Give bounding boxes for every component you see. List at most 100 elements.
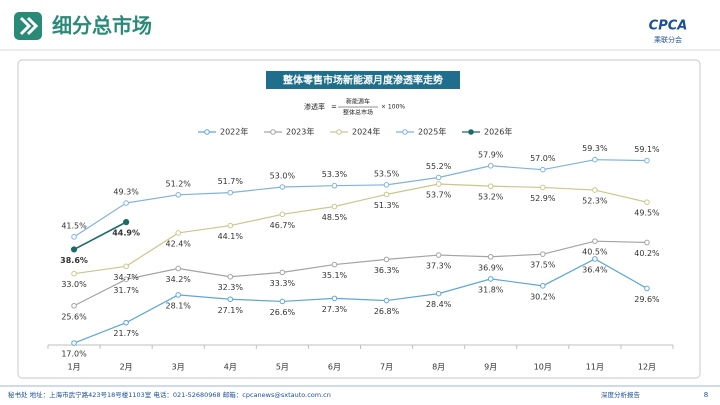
data-point [227,189,234,196]
value-label: 49.3% [113,188,139,197]
value-label: 33.0% [61,280,87,289]
data-point [644,285,650,292]
value-label: 52.3% [582,197,608,206]
title-bar [266,71,460,89]
data-point [175,192,182,198]
x-tick-label: 9月 [484,363,497,372]
data-point [644,157,650,164]
data-point [539,283,546,289]
x-tick-label: 7月 [380,363,393,372]
data-point [539,184,546,191]
legend-marker [336,129,342,135]
data-point [123,319,129,326]
data-point [435,252,442,258]
x-tick-label: 2月 [120,363,133,372]
chart-title: 整体零售市场新能源月度渗透率走势 [282,74,443,87]
value-label: 49.5% [634,209,660,218]
value-label: 27.1% [218,306,244,315]
legend-marker [270,129,276,135]
value-label: 29.6% [634,295,660,304]
data-point [487,183,494,189]
data-point [592,256,598,262]
data-point [227,296,234,303]
legend-label: 2026年 [484,127,512,137]
value-label: 53.2% [478,193,504,202]
legend-label: 2025年 [418,127,446,137]
value-label: 36.3% [374,266,400,275]
value-label: 40.2% [634,249,660,258]
header-title: 细分总市场 [52,14,152,38]
data-point [279,184,286,190]
value-label: 37.5% [530,261,556,270]
data-point [227,222,234,229]
data-point [331,182,338,189]
data-point [70,246,78,253]
value-label: 26.6% [270,308,296,317]
value-label: 27.3% [322,305,348,314]
x-tick-label: 6月 [328,363,341,372]
data-point [487,253,494,260]
formula-lhs: 渗透率 [304,102,325,111]
footer-address: 秘书处 地址：上海市武宁路423号18号楼1103室 电话：021-526809… [8,390,331,399]
value-label: 57.9% [478,150,504,159]
value-label: 51.7% [218,177,244,186]
data-point [644,199,650,205]
data-point [435,181,442,187]
value-label: 59.3% [582,144,608,153]
footer-report: 深度分析报告 [601,390,641,399]
data-point [592,238,598,244]
value-label: 36.9% [478,263,504,272]
data-point [487,276,494,282]
series-line [73,159,647,238]
data-point [175,230,182,236]
legend-label: 2023年 [286,127,314,137]
legend-label: 2022年 [220,127,248,137]
data-point [383,191,390,198]
chart-frame [17,59,701,379]
value-label: 33.3% [270,279,296,288]
series-line [73,221,127,251]
data-point [123,219,130,226]
value-label: 40.5% [582,248,608,257]
value-label: 25.6% [61,312,87,321]
data-point [383,256,390,263]
value-label: 53.7% [426,190,452,199]
data-point [123,276,129,283]
value-label: 55.2% [426,162,452,171]
value-label: 44.1% [218,232,244,241]
data-point [227,273,234,280]
data-point [175,292,182,298]
data-point [592,187,598,193]
x-tick-label: 1月 [67,363,80,372]
data-point [279,211,286,218]
x-tick-label: 10月 [534,363,552,372]
series-line [73,183,648,275]
value-label: 37.3% [426,262,452,271]
value-label: 51.3% [374,201,400,210]
value-label: 48.5% [322,213,348,222]
header-chevron [19,16,39,36]
data-point [435,174,442,181]
value-label: 34.2% [165,275,191,284]
series-line [73,258,648,344]
value-label: 31.8% [478,285,504,294]
legend-marker [468,129,474,135]
logo: CPCA [649,19,688,34]
data-point [331,295,338,302]
value-label: 52.9% [530,194,556,203]
x-tick-label: 8月 [432,363,445,372]
data-point [539,251,546,257]
data-point [123,263,129,270]
value-label: 21.7% [113,329,139,338]
series-line [73,240,647,307]
value-label: 53.3% [322,170,348,179]
data-point [175,265,182,272]
formula-num: 新能源车 [346,98,370,106]
value-label: 35.1% [322,271,348,280]
data-point [123,200,129,206]
x-tick-label: 5月 [276,363,289,372]
legend-label: 2024年 [352,127,380,137]
x-tick-label: 11月 [586,363,604,372]
legend-marker [204,129,210,135]
